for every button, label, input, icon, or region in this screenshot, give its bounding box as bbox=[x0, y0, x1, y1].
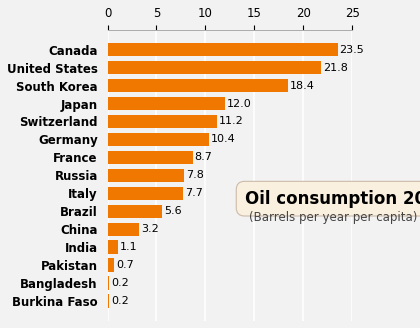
Text: 8.7: 8.7 bbox=[194, 153, 213, 162]
Text: 10.4: 10.4 bbox=[211, 134, 236, 144]
Text: 0.2: 0.2 bbox=[111, 278, 129, 288]
Text: 12.0: 12.0 bbox=[227, 98, 252, 109]
Text: 1.1: 1.1 bbox=[120, 242, 138, 252]
Bar bbox=[108, 294, 110, 308]
Bar bbox=[108, 151, 193, 164]
Bar bbox=[108, 115, 217, 128]
Text: 18.4: 18.4 bbox=[290, 81, 315, 91]
Bar bbox=[108, 222, 139, 236]
Bar bbox=[108, 205, 163, 218]
Bar bbox=[108, 97, 225, 110]
Text: 3.2: 3.2 bbox=[141, 224, 159, 234]
Bar bbox=[108, 61, 321, 74]
Text: Oil consumption 2015: Oil consumption 2015 bbox=[244, 190, 420, 208]
Bar bbox=[108, 169, 184, 182]
Text: 11.2: 11.2 bbox=[219, 116, 244, 127]
Text: 7.8: 7.8 bbox=[186, 170, 204, 180]
Bar bbox=[108, 277, 110, 290]
Text: 7.7: 7.7 bbox=[185, 188, 203, 198]
Text: 0.2: 0.2 bbox=[111, 296, 129, 306]
Bar bbox=[108, 43, 338, 56]
Bar bbox=[108, 258, 114, 272]
Text: 23.5: 23.5 bbox=[339, 45, 364, 55]
Bar bbox=[108, 187, 183, 200]
Bar bbox=[108, 133, 209, 146]
Text: 21.8: 21.8 bbox=[323, 63, 348, 72]
Text: 0.7: 0.7 bbox=[116, 260, 134, 270]
Text: (Barrels per year per capita): (Barrels per year per capita) bbox=[249, 211, 418, 224]
Text: 5.6: 5.6 bbox=[164, 206, 182, 216]
Bar bbox=[108, 240, 118, 254]
Bar bbox=[108, 79, 288, 92]
